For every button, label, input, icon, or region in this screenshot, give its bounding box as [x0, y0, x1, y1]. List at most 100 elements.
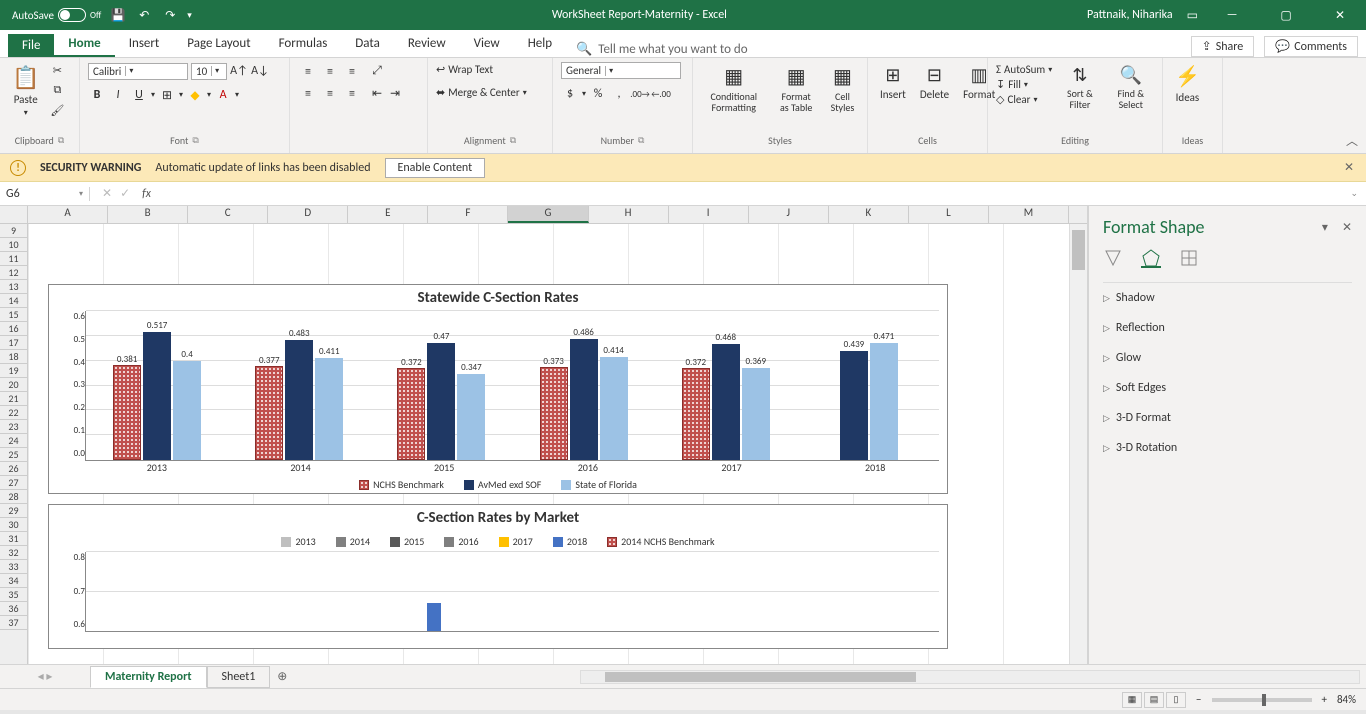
autosum-button[interactable]: Σ AutoSum ▾ [996, 62, 1052, 77]
sheet-tab-maternity[interactable]: Maternity Report [90, 666, 207, 688]
find-select-button[interactable]: 🔍Find & Select [1108, 62, 1154, 112]
zoom-level[interactable]: 84% [1337, 693, 1356, 706]
tab-insert[interactable]: Insert [115, 32, 174, 57]
column-header-G[interactable]: G [508, 206, 588, 223]
sheet-tab-sheet1[interactable]: Sheet1 [207, 666, 271, 688]
ribbon-display-icon[interactable]: ▭ [1187, 8, 1198, 23]
row-header-28[interactable]: 28 [0, 490, 27, 504]
row-header-33[interactable]: 33 [0, 560, 27, 574]
pane-options-icon[interactable]: ▾ [1322, 220, 1328, 235]
enter-formula-icon[interactable]: ✓ [120, 186, 130, 201]
close-button[interactable]: ✕ [1320, 0, 1360, 30]
normal-view-icon[interactable]: ▦ [1122, 692, 1142, 708]
row-header-35[interactable]: 35 [0, 588, 27, 602]
row-header-11[interactable]: 11 [0, 252, 27, 266]
cut-icon[interactable]: ✂ [49, 62, 65, 78]
increase-font-icon[interactable]: A↑ [230, 62, 248, 80]
share-button[interactable]: ⇪ Share [1191, 36, 1255, 57]
align-right-icon[interactable]: ≡ [342, 84, 362, 104]
clear-button[interactable]: ◇ Clear ▾ [996, 92, 1052, 107]
percent-button[interactable]: % [589, 85, 607, 103]
column-header-E[interactable]: E [348, 206, 428, 223]
expand-formula-bar-icon[interactable]: ⌄ [1342, 188, 1366, 199]
row-header-32[interactable]: 32 [0, 546, 27, 560]
row-header-27[interactable]: 27 [0, 476, 27, 490]
accordion-soft-edges[interactable]: Soft Edges [1103, 373, 1352, 403]
row-header-29[interactable]: 29 [0, 504, 27, 518]
close-pane-icon[interactable]: ✕ [1342, 220, 1352, 235]
tab-scroll-buttons[interactable]: ◂ ▸ [0, 669, 90, 684]
decrease-font-icon[interactable]: A↓ [251, 62, 269, 80]
row-header-37[interactable]: 37 [0, 616, 27, 630]
accordion-shadow[interactable]: Shadow [1103, 283, 1352, 313]
copy-icon[interactable]: ⧉ [49, 82, 65, 98]
row-header-26[interactable]: 26 [0, 462, 27, 476]
comma-button[interactable]: , [610, 85, 628, 103]
wrap-text-button[interactable]: ↩ Wrap Text [436, 62, 493, 77]
align-center-icon[interactable]: ≡ [320, 84, 340, 104]
column-header-F[interactable]: F [428, 206, 508, 223]
insert-cells-button[interactable]: ⊞Insert [876, 62, 910, 103]
decrease-indent-icon[interactable]: ⇤ [368, 84, 386, 102]
enable-content-button[interactable]: Enable Content [385, 158, 486, 178]
align-top-icon[interactable]: ≡ [298, 62, 318, 82]
row-header-24[interactable]: 24 [0, 434, 27, 448]
column-header-I[interactable]: I [669, 206, 749, 223]
align-bottom-icon[interactable]: ≡ [342, 62, 362, 82]
effects-tab-icon[interactable] [1141, 248, 1161, 268]
grid-canvas[interactable]: Statewide C-Section Rates 0.00.10.20.30.… [28, 224, 1069, 664]
close-warning-icon[interactable]: ✕ [1344, 160, 1354, 175]
column-header-M[interactable]: M [989, 206, 1069, 223]
accordion-glow[interactable]: Glow [1103, 343, 1352, 373]
maximize-button[interactable]: ▢ [1266, 0, 1306, 30]
format-as-table-button[interactable]: ▦Format as Table [772, 62, 819, 115]
number-format-combo[interactable]: General▾ [561, 62, 681, 79]
row-header-20[interactable]: 20 [0, 378, 27, 392]
tell-me-search[interactable]: 🔍 Tell me what you want to do [566, 42, 758, 57]
fx-icon[interactable]: fx [142, 187, 151, 201]
user-name[interactable]: Pattnaik, Niharika [1087, 8, 1173, 22]
vertical-scrollbar[interactable] [1069, 224, 1087, 664]
fill-color-button[interactable]: ◆ [186, 86, 204, 104]
row-header-15[interactable]: 15 [0, 308, 27, 322]
tab-view[interactable]: View [460, 32, 514, 57]
font-name-combo[interactable]: Calibri▾ [88, 63, 188, 80]
paste-button[interactable]: 📋 Paste ▾ [8, 62, 43, 120]
row-header-34[interactable]: 34 [0, 574, 27, 588]
minimize-button[interactable]: — [1212, 0, 1252, 30]
zoom-out-button[interactable]: − [1196, 693, 1201, 706]
column-header-J[interactable]: J [749, 206, 829, 223]
row-header-22[interactable]: 22 [0, 406, 27, 420]
column-header-D[interactable]: D [268, 206, 348, 223]
size-props-tab-icon[interactable] [1179, 248, 1199, 268]
conditional-formatting-button[interactable]: ▦Conditional Formatting [701, 62, 766, 115]
launcher-icon[interactable]: ⧉ [510, 135, 516, 146]
row-header-9[interactable]: 9 [0, 224, 27, 238]
cancel-formula-icon[interactable]: ✕ [102, 186, 112, 201]
cell-styles-button[interactable]: ▦Cell Styles [826, 62, 859, 115]
page-layout-view-icon[interactable]: ▤ [1144, 692, 1164, 708]
underline-button[interactable]: U [130, 86, 148, 104]
tab-home[interactable]: Home [54, 32, 114, 57]
merge-center-button[interactable]: ⬌ Merge & Center ▾ [436, 85, 527, 100]
font-size-combo[interactable]: 10▾ [191, 63, 227, 80]
row-header-36[interactable]: 36 [0, 602, 27, 616]
row-header-30[interactable]: 30 [0, 518, 27, 532]
decrease-decimal-icon[interactable]: ←.00 [652, 85, 670, 103]
launcher-icon[interactable]: ⧉ [638, 135, 644, 146]
row-header-19[interactable]: 19 [0, 364, 27, 378]
row-header-25[interactable]: 25 [0, 448, 27, 462]
comments-button[interactable]: 💬 Comments [1264, 36, 1358, 57]
page-break-view-icon[interactable]: ▯ [1166, 692, 1186, 708]
accordion-3-d-format[interactable]: 3-D Format [1103, 403, 1352, 433]
alignment-grid[interactable]: ≡ ≡ ≡ ≡ ≡ ≡ [298, 62, 362, 104]
accounting-button[interactable]: $ [561, 85, 579, 103]
row-header-10[interactable]: 10 [0, 238, 27, 252]
fill-button[interactable]: ↧ Fill ▾ [996, 77, 1052, 92]
orientation-icon[interactable]: ⤢ [368, 62, 386, 80]
column-header-L[interactable]: L [909, 206, 989, 223]
tab-help[interactable]: Help [514, 32, 566, 57]
row-header-12[interactable]: 12 [0, 266, 27, 280]
row-header-13[interactable]: 13 [0, 280, 27, 294]
tab-page-layout[interactable]: Page Layout [173, 32, 264, 57]
